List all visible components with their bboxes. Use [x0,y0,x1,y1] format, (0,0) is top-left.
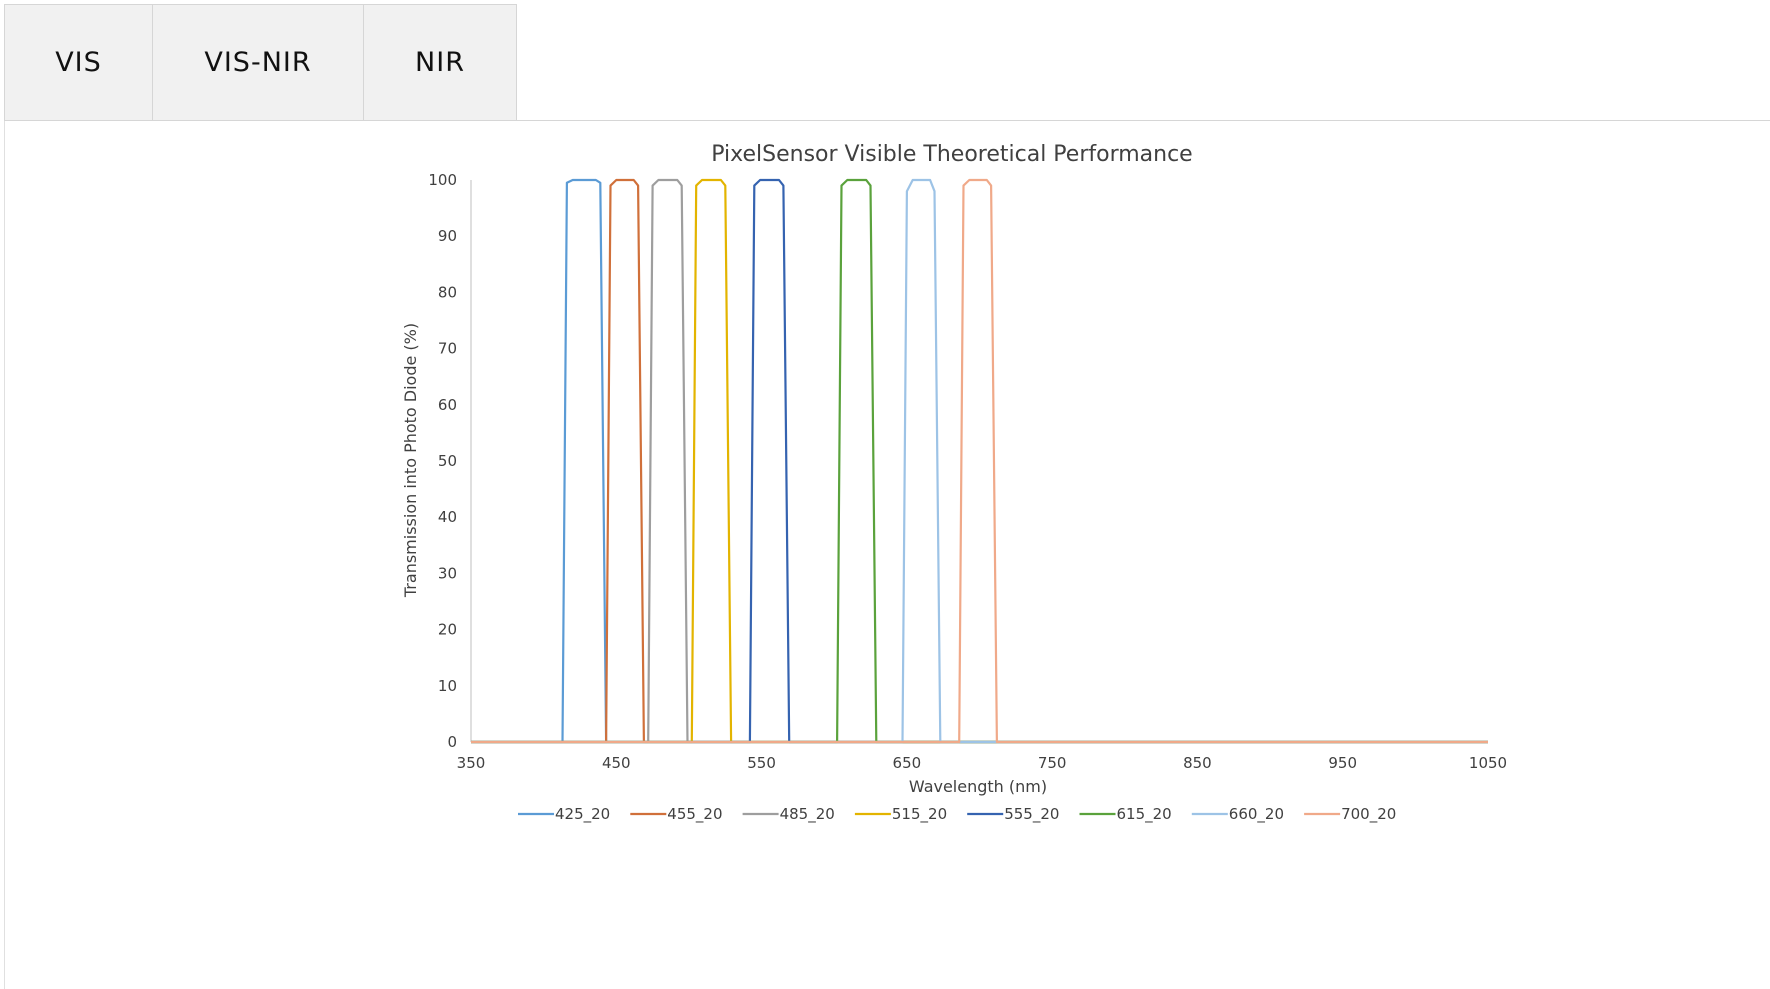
legend-label: 515_20 [892,805,947,824]
legend-label: 425_20 [555,805,610,824]
series-line-555_20 [471,178,1488,744]
series-line-515_20 [471,178,1488,744]
y-tick-label: 50 [438,452,457,470]
y-tick-label: 40 [438,508,457,526]
series-line-425_20 [471,178,1488,744]
x-axis-label: Wavelength (nm) [909,777,1047,796]
x-tick-label: 350 [457,754,486,772]
y-tick-label: 100 [428,171,457,189]
y-tick-label: 0 [447,733,457,751]
tab-vis-nir[interactable]: VIS-NIR [152,4,364,120]
y-tick-label: 80 [438,283,457,301]
x-tick-label: 950 [1328,754,1357,772]
series-line-615_20 [471,178,1488,744]
tab-bar: VIS VIS-NIR NIR [4,4,1770,121]
series-line-455_20 [471,178,1488,744]
tab-vis[interactable]: VIS [4,4,153,120]
legend-label: 660_20 [1229,805,1284,824]
x-tick-label: 550 [747,754,776,772]
x-tick-label: 850 [1183,754,1212,772]
y-tick-label: 20 [438,621,457,639]
y-tick-label: 70 [438,340,457,358]
x-tick-label: 450 [602,754,631,772]
series-line-700_20 [471,178,1488,744]
y-axis-label: Transmission into Photo Diode (%) [401,323,420,598]
y-tick-label: 10 [438,677,457,695]
x-tick-label: 650 [893,754,922,772]
x-tick-label: 750 [1038,754,1067,772]
x-tick-label: 1050 [1469,754,1507,772]
legend-label: 700_20 [1341,805,1396,824]
legend-label: 455_20 [667,805,722,824]
chart-panel: PixelSensor Visible Theoretical Performa… [4,121,1770,989]
series-line-485_20 [471,178,1488,744]
chart-title: PixelSensor Visible Theoretical Performa… [711,142,1192,167]
y-tick-label: 30 [438,564,457,582]
tab-nir[interactable]: NIR [363,4,517,120]
legend-label: 615_20 [1117,805,1172,824]
y-tick-label: 90 [438,227,457,245]
y-tick-label: 60 [438,396,457,414]
series-line-660_20 [471,178,1488,744]
legend-label: 555_20 [1004,805,1059,824]
legend-label: 485_20 [780,805,835,824]
performance-chart: PixelSensor Visible Theoretical Performa… [401,142,1507,824]
